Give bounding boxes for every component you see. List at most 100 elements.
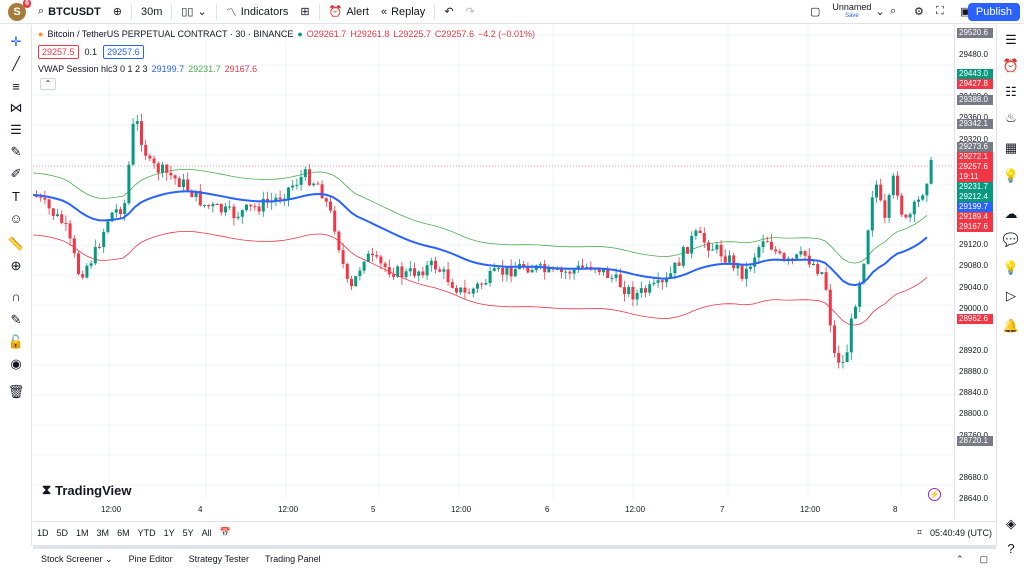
layers-icon[interactable]: ◈ (1006, 516, 1016, 531)
time-axis-label: 4 (198, 505, 203, 514)
symbol-title[interactable]: Bitcoin / TetherUS PERPETUAL CONTRACT · … (47, 29, 294, 39)
text-icon[interactable]: T (12, 188, 20, 204)
chart-type-button[interactable]: ▯▯ ⌄ (175, 0, 212, 24)
replay-button[interactable]: «Replay (380, 5, 426, 18)
range-5y[interactable]: 5Y (182, 527, 194, 538)
user-avatar[interactable]: S 6 (8, 0, 31, 21)
horizontal-lines-icon[interactable]: ≡ (12, 78, 20, 94)
candle-body (627, 286, 631, 295)
candle-body (463, 287, 467, 293)
collapse-panel-icon[interactable]: ⌃ (955, 553, 964, 564)
price-axis[interactable]: 29480.029440.029400.029360.029320.029120… (954, 25, 996, 519)
trendline-icon[interactable]: ╱ (12, 56, 20, 71)
range-all[interactable]: All (201, 527, 212, 538)
pattern-icon[interactable]: ⋈ (9, 100, 23, 115)
range-6m[interactable]: 6M (117, 527, 130, 538)
candle-body (182, 179, 185, 188)
time-axis[interactable]: 12:00 4 12:00 5 12:00 6 12:00 7 12:00 8 (33, 499, 954, 519)
range-1m[interactable]: 1M (76, 527, 89, 538)
collapse-legend-button[interactable]: ⌃ (40, 78, 56, 90)
price-tag: 29342.1 (957, 119, 993, 129)
play-icon[interactable]: ▷ (1006, 288, 1016, 303)
candle-body (925, 183, 929, 196)
redo-button[interactable]: ↷ (460, 0, 481, 24)
layout-button[interactable]: ▢ Unnamed Save ⌄ (810, 1, 885, 19)
buy-button[interactable]: 29257.6 (103, 45, 144, 59)
lock-icon[interactable]: 🔓 (7, 334, 25, 349)
candle-body (56, 214, 59, 217)
trash-icon[interactable]: 🗑 (7, 384, 25, 399)
hotlist-icon[interactable]: ♨ (1005, 110, 1017, 125)
crosshair-icon[interactable]: ✛ (10, 34, 22, 49)
range-5d[interactable]: 5D (56, 527, 69, 538)
price-axis-label: 29120.0 (959, 240, 988, 250)
calendar-range-icon[interactable]: 📅 (219, 527, 231, 537)
range-1d[interactable]: 1D (37, 527, 49, 538)
panel-tab[interactable]: Pine Editor (128, 554, 173, 564)
compare-button[interactable]: ⊕ (107, 0, 128, 24)
candle-body (278, 197, 282, 200)
streams-icon[interactable]: ☁ (1004, 206, 1018, 221)
data-window-icon[interactable]: ☷ (1005, 84, 1017, 99)
indicator-title[interactable]: VWAP Session hlc3 0 1 2 3 (38, 64, 148, 74)
watchlist-icon[interactable]: ☰ (1005, 32, 1017, 47)
symbol-search[interactable]: ⌕ BTCUSDT (38, 5, 101, 18)
panel-tab[interactable]: Stock Screener ⌄ (41, 553, 113, 564)
candle-body (261, 198, 265, 212)
calendar-icon[interactable]: ▦ (1004, 140, 1018, 155)
indicators-button[interactable]: 〽 Indicators (225, 5, 289, 19)
pencil-icon[interactable]: ✐ (10, 166, 22, 181)
chat-icon[interactable]: 💬 (1002, 232, 1020, 247)
goto-date-icon[interactable]: ⌗ (916, 527, 922, 537)
publish-button[interactable]: Publish (967, 3, 1020, 21)
range-1y[interactable]: 1Y (163, 527, 175, 538)
candle-body (43, 197, 47, 200)
settings-button[interactable]: ⚙ (908, 0, 930, 24)
alarm-clock-icon[interactable]: ⏰ (1002, 58, 1020, 73)
range-ytd[interactable]: YTD (137, 527, 156, 538)
candle-body (904, 214, 908, 218)
range-3m[interactable]: 3M (96, 527, 110, 538)
eye-icon[interactable]: ◉ (10, 356, 22, 371)
panel-tab[interactable]: Strategy Tester (188, 554, 249, 564)
snapshot-button[interactable]: ▣ (954, 0, 976, 24)
lock-drawing-icon[interactable]: ✎ (10, 312, 22, 327)
candle-body (639, 288, 643, 293)
candle-body (47, 199, 51, 209)
maximize-panel-icon[interactable]: ▢ (979, 553, 988, 564)
quick-search-button[interactable]: ⌕ (884, 0, 902, 24)
candle-body (341, 250, 345, 264)
undo-button[interactable]: ↶ (438, 0, 459, 24)
clock[interactable]: 05:40:49 (UTC) (929, 527, 992, 538)
magnet-icon[interactable]: ∩ (11, 288, 21, 304)
sell-button[interactable]: 29257.5 (38, 45, 79, 59)
candle-body (467, 292, 471, 294)
price-tag: 29212.4 (957, 192, 993, 202)
time-axis-label: 12:00 (625, 505, 646, 514)
candle-body (690, 235, 694, 254)
fib-icon[interactable]: ☰ (10, 122, 22, 137)
brush-icon[interactable]: ✎ (10, 144, 22, 159)
candle-body (656, 280, 660, 283)
ideas-bulb-icon[interactable]: 💡 (1002, 260, 1020, 275)
alert-button[interactable]: ⏰ Alert (328, 5, 369, 19)
ruler-icon[interactable]: 📏 (7, 236, 25, 251)
ideas-icon[interactable]: 💡 (1002, 168, 1020, 183)
fullscreen-button[interactable]: ⛶ (930, 0, 950, 24)
candle-body (711, 249, 715, 251)
help-icon[interactable]: ? (1007, 540, 1015, 556)
lightning-icon[interactable]: ⚡ (928, 488, 941, 501)
emoji-icon[interactable]: ☺ (9, 210, 23, 226)
candle-body (883, 200, 887, 218)
candle-body (921, 195, 925, 200)
zoom-in-icon[interactable]: ⊕ (10, 258, 22, 273)
candle-body (324, 198, 328, 202)
templates-button[interactable]: ⊞ (294, 0, 315, 24)
chart-pane[interactable] (32, 25, 954, 519)
panel-tab[interactable]: Trading Panel (264, 554, 321, 564)
price-axis-label: 29320.0 (959, 134, 988, 144)
price-chart[interactable] (32, 25, 954, 499)
bell-icon[interactable]: 🔔 (1002, 318, 1020, 333)
candle-body (396, 266, 400, 277)
interval-button[interactable]: 30m (140, 5, 163, 18)
